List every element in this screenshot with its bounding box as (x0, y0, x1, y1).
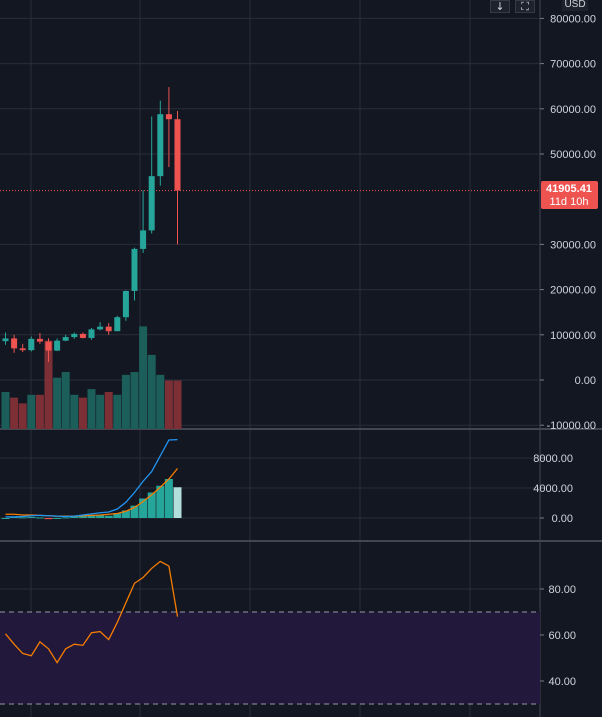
histogram-bar (113, 513, 122, 518)
candle-body (148, 176, 155, 231)
volume-bar (61, 372, 70, 429)
histogram-bar (27, 516, 36, 518)
volume-bar (139, 326, 148, 429)
histogram-bar (61, 517, 70, 519)
rsi-tick-label: 60.00 (548, 630, 576, 642)
price-tick-label: -10000.00 (546, 420, 596, 432)
candle-body (79, 333, 86, 338)
candle-body (165, 114, 172, 120)
volume-bar (44, 340, 53, 429)
volume-bar (130, 372, 139, 429)
fullscreen-button[interactable]: ⛶ (515, 0, 535, 13)
histogram-bar (96, 515, 105, 518)
candle-body (62, 337, 69, 341)
volume-bar (113, 394, 122, 429)
currency-label[interactable]: USD (562, 0, 588, 11)
price-tick-label: 50000.00 (550, 149, 596, 161)
volume-bar (1, 391, 10, 429)
histogram-bar (104, 515, 113, 518)
volume-bar (173, 380, 182, 429)
histogram-bar (147, 492, 156, 518)
price-tick-label: 30000.00 (550, 239, 596, 251)
candle-body (157, 114, 164, 177)
indicator-panel[interactable] (1, 438, 182, 520)
price-tick-label: 20000.00 (550, 285, 596, 297)
histogram-bar (78, 515, 87, 518)
histogram-bar (173, 487, 182, 518)
candle-body (19, 348, 26, 351)
histogram-bar (121, 510, 130, 518)
histogram-bar (44, 518, 53, 520)
candle-body (105, 326, 112, 332)
candle-body (11, 338, 18, 349)
histogram-bar (53, 517, 62, 519)
candle-body (122, 290, 129, 318)
histogram-bar (139, 498, 148, 518)
histogram-bar (18, 517, 27, 519)
indicator-tick-label: 0.00 (552, 513, 573, 525)
candle-body (54, 340, 61, 351)
last-price-tag: 41905.41 11d 10h (541, 181, 598, 209)
volume-bar (70, 394, 79, 429)
candle-body (131, 248, 138, 291)
price-tick-label: 10000.00 (550, 330, 596, 342)
price-tag-countdown: 11d 10h (550, 196, 589, 208)
volume-bar (27, 394, 36, 429)
candle-body (140, 230, 147, 249)
price-tick-label: 80000.00 (550, 13, 596, 25)
candle-body (114, 317, 121, 332)
rsi-line (5, 560, 179, 664)
blue-signal-line (5, 438, 178, 518)
volume-bar (53, 377, 62, 429)
volume-bar (10, 397, 19, 429)
candle-body (71, 333, 78, 338)
histogram-bar (35, 517, 44, 519)
price-panel[interactable] (0, 87, 540, 429)
price-axis[interactable]: 80000.00 70000.00 60000.00 50000.00 30000.00… (533, 13, 596, 688)
histogram-bar (87, 515, 96, 518)
histogram-bar (156, 485, 165, 518)
volume-bar (104, 391, 113, 429)
candle-body (174, 119, 181, 191)
rsi-band-fill (0, 612, 540, 704)
price-tick-label: 70000.00 (550, 59, 596, 71)
histogram-bar (164, 479, 173, 518)
volume-bar (96, 394, 105, 429)
candle-body (36, 338, 43, 342)
rsi-tick-label: 80.00 (548, 584, 576, 596)
volume-bar (78, 397, 87, 429)
histogram-bar (1, 518, 10, 519)
histogram-bar (70, 516, 79, 518)
price-tag-background (541, 181, 598, 209)
volume-bar (164, 380, 173, 429)
volume-bar (147, 354, 156, 429)
volume-bar (18, 403, 27, 429)
rsi-panel[interactable] (5, 560, 179, 664)
volume-bar (87, 389, 96, 429)
candle-body (45, 341, 52, 351)
candle-body (97, 326, 104, 330)
scroll-down-button[interactable]: ↓ (490, 0, 510, 13)
indicator-tick-label: 4000.00 (533, 483, 573, 495)
candle-body (28, 338, 35, 351)
rsi-band (0, 611, 540, 705)
volume-bar (156, 374, 165, 429)
fullscreen-icon: ⛶ (521, 0, 529, 13)
price-tick-label: 0.00 (575, 375, 596, 387)
volume-bar (35, 394, 44, 429)
price-tick-label: 60000.00 (550, 104, 596, 116)
indicator-tick-label: 8000.00 (533, 453, 573, 465)
candle-body (2, 338, 9, 342)
histogram-bar (130, 505, 139, 518)
price-tag-value: 41905.41 (546, 183, 592, 195)
rsi-tick-label: 40.00 (548, 676, 576, 688)
candle-body (88, 329, 95, 338)
volume-bar (121, 374, 130, 429)
arrow-down-icon: ↓ (495, 0, 505, 13)
